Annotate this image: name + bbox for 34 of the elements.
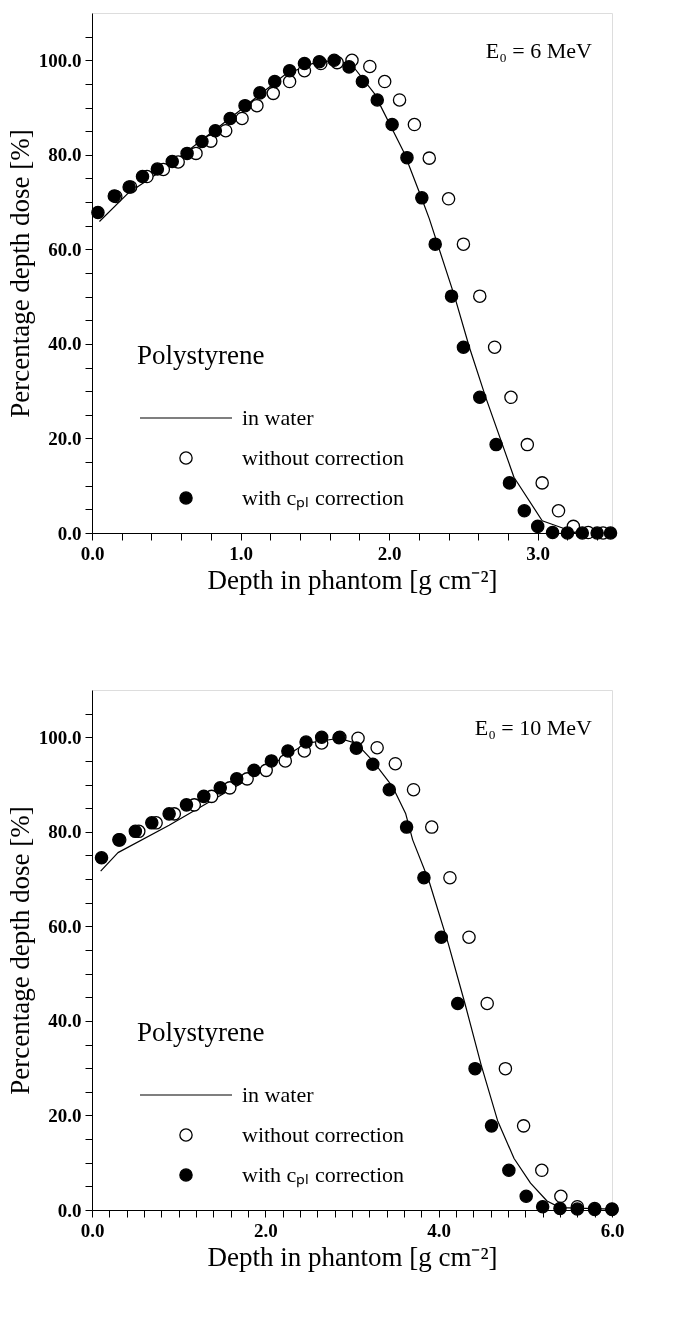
y-tick-label: 40.0 bbox=[48, 333, 82, 355]
y-tick-label: 80.0 bbox=[48, 821, 82, 843]
y-tick-label: 0.0 bbox=[57, 522, 82, 544]
x-axis-title: Depth in phantom [g cm⁻²] bbox=[207, 1241, 498, 1272]
y-tick-label: 80.0 bbox=[48, 144, 82, 166]
x-tick-label: 1.0 bbox=[229, 542, 253, 564]
legend-label: without correction bbox=[242, 1122, 404, 1147]
legend-label: in water bbox=[242, 1082, 315, 1107]
y-tick-label: 100.0 bbox=[38, 49, 82, 71]
x-tick-label: 6.0 bbox=[600, 1219, 625, 1241]
y-tick-label: 100.0 bbox=[38, 726, 82, 748]
x-tick-label: 3.0 bbox=[526, 542, 551, 564]
legend-label: with cₚₗ correction bbox=[242, 485, 405, 511]
x-tick-label: 4.0 bbox=[427, 1219, 452, 1241]
legend-label: in water bbox=[242, 405, 315, 430]
y-tick-label: 20.0 bbox=[48, 1104, 82, 1126]
x-tick-label: 2.0 bbox=[377, 542, 402, 564]
y-tick-label: 20.0 bbox=[48, 427, 82, 449]
legend-label: without correction bbox=[242, 445, 404, 470]
annotation: E₀ = 6 MeV bbox=[485, 38, 593, 63]
x-axis-title: Depth in phantom [g cm⁻²] bbox=[207, 564, 498, 595]
y-axis-title: Percentage depth dose [%] bbox=[4, 806, 35, 1095]
y-axis-title: Percentage depth dose [%] bbox=[4, 129, 35, 418]
x-tick-label: 0.0 bbox=[80, 542, 105, 564]
y-tick-label: 60.0 bbox=[48, 915, 82, 937]
annotation: E₀ = 10 MeV bbox=[474, 715, 593, 740]
annotation: Polystyrene bbox=[137, 1017, 265, 1048]
y-tick-label: 0.0 bbox=[57, 1199, 82, 1221]
annotation: Polystyrene bbox=[137, 340, 265, 371]
x-tick-label: 2.0 bbox=[253, 1219, 278, 1241]
y-tick-label: 60.0 bbox=[48, 238, 82, 260]
legend-label: with cₚₗ correction bbox=[242, 1162, 405, 1188]
x-tick-label: 0.0 bbox=[80, 1219, 105, 1241]
y-tick-label: 40.0 bbox=[48, 1010, 82, 1032]
